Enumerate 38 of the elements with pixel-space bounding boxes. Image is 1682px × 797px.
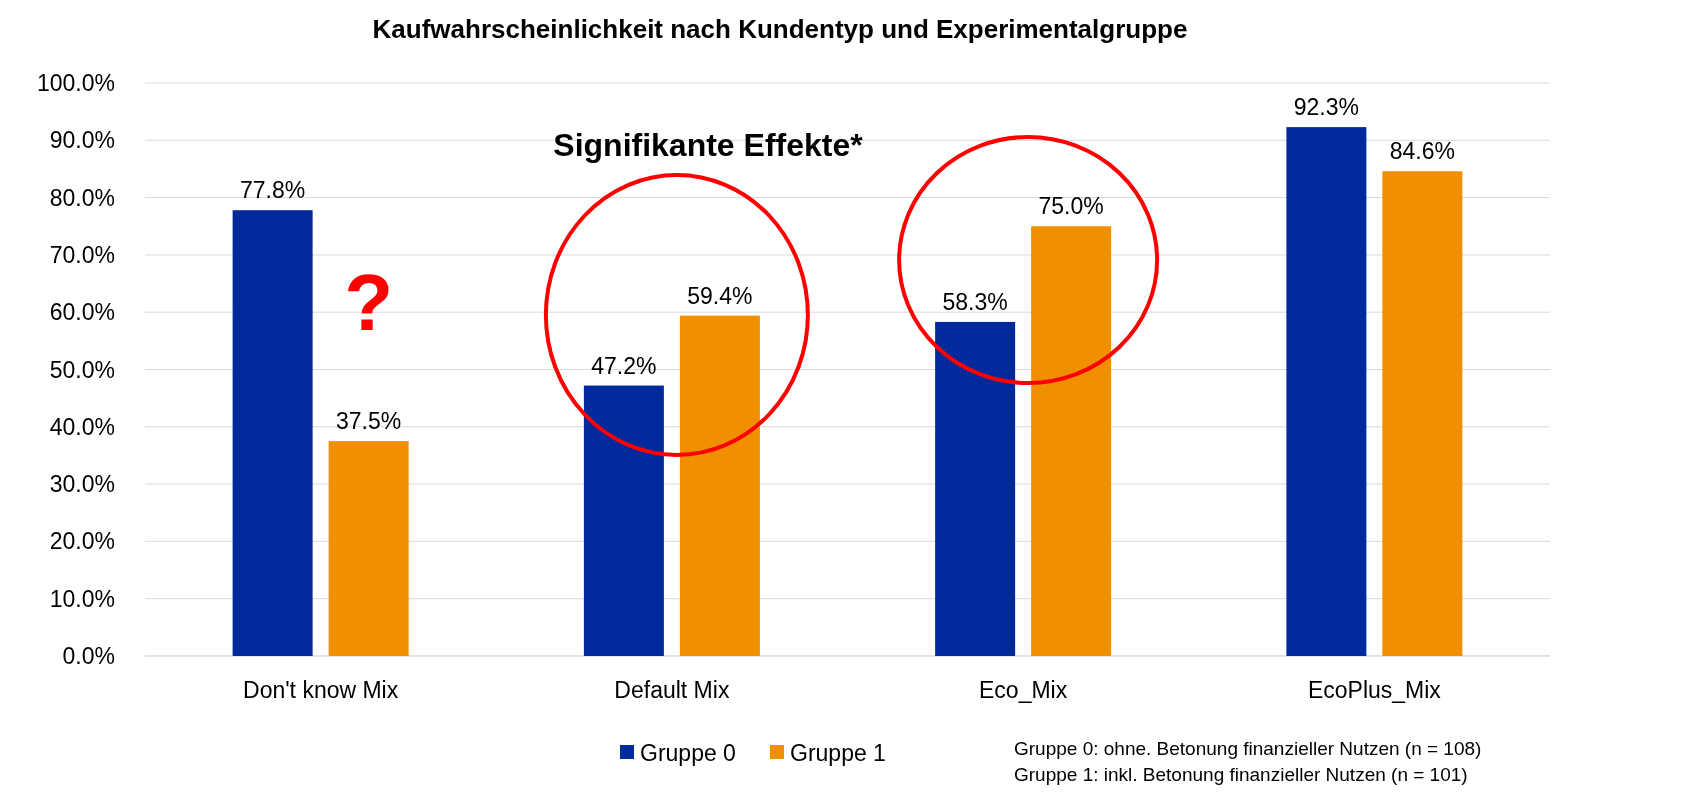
y-tick-label: 40.0% <box>49 413 115 440</box>
text: Gruppe 0: ohne. Betonung finanzieller Nutzen (n = 108) <box>1014 737 1482 759</box>
annotation: ? <box>344 258 394 347</box>
bar <box>232 210 313 656</box>
y-tick-label: 0.0% <box>62 643 115 670</box>
y-tick-label: 100.0% <box>36 70 115 97</box>
text: Gruppe 1: inkl. Betonung finanzieller Nutzen (n = 101) <box>1014 763 1468 785</box>
x-tick-label: Default Mix <box>614 677 730 703</box>
y-tick-label: 50.0% <box>49 356 115 383</box>
y-tick-label: 90.0% <box>49 127 115 154</box>
legend-label: Gruppe 0 <box>640 740 736 767</box>
bar <box>1031 226 1112 656</box>
legend-label: Gruppe 1 <box>790 740 886 767</box>
x-tick-label: Eco_Mix <box>979 677 1068 703</box>
chart-title: Kaufwahrscheinlichkeit nach Kundentyp und Experimentalgruppe <box>372 14 1188 44</box>
text: 84.6% <box>1389 138 1455 165</box>
text: 59.4% <box>687 282 753 309</box>
y-tick-label: 70.0% <box>49 241 115 268</box>
annotation: Signifikante Effekte* <box>553 127 864 163</box>
x-tick-label: Don't know Mix <box>243 677 399 703</box>
y-tick-label: 20.0% <box>49 528 115 555</box>
bar <box>1382 171 1463 656</box>
x-tick-label: EcoPlus_Mix <box>1307 677 1442 703</box>
bar <box>679 315 760 656</box>
text: 75.0% <box>1038 193 1104 220</box>
text: 58.3% <box>942 288 1008 315</box>
y-tick-label: 60.0% <box>49 299 115 326</box>
bar <box>583 385 664 656</box>
y-tick-label: 80.0% <box>49 184 115 211</box>
text: 37.5% <box>336 408 402 435</box>
text: 92.3% <box>1293 94 1359 121</box>
y-tick-label: 30.0% <box>49 471 115 498</box>
text: 77.8% <box>240 177 306 204</box>
y-tick-label: 10.0% <box>49 585 115 612</box>
bar <box>1286 127 1367 656</box>
text: 47.2% <box>591 352 657 379</box>
bar <box>935 321 1016 656</box>
bar <box>328 441 409 656</box>
